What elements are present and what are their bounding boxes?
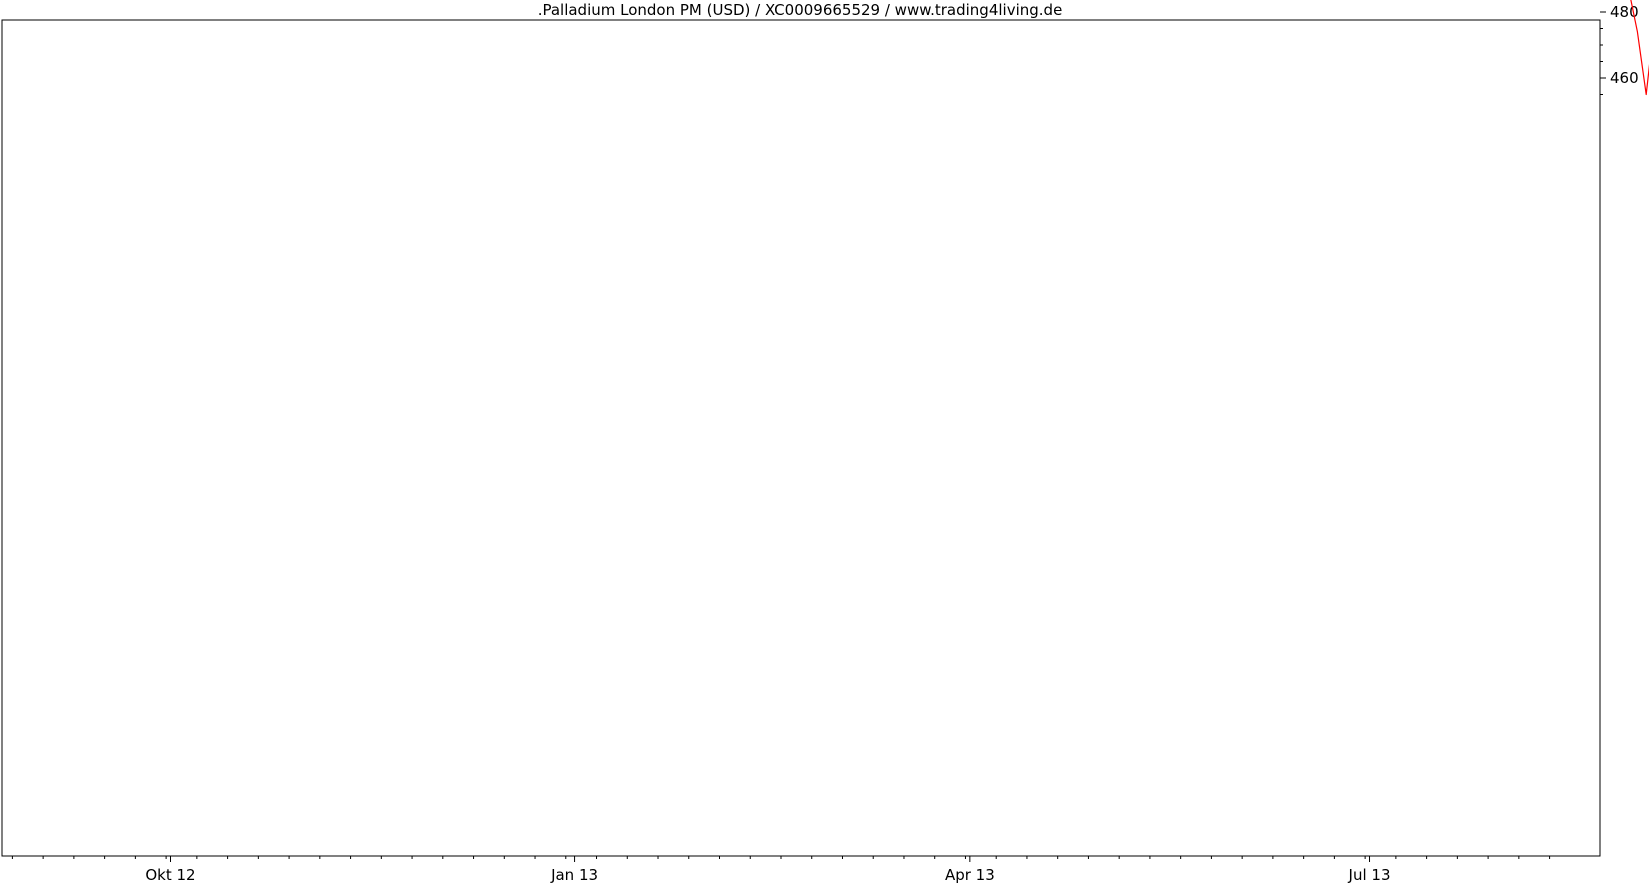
y-tick-label: 480 xyxy=(1610,3,1639,21)
series-line-gold xyxy=(1630,0,1649,96)
y-tick-label: 460 xyxy=(1610,69,1639,87)
x-tick-label: Jan 13 xyxy=(550,866,598,884)
x-tick-label: Okt 12 xyxy=(145,866,195,884)
x-tick-label: Jul 13 xyxy=(1348,866,1391,884)
chart-title: .Palladium London PM (USD) / XC000966552… xyxy=(537,1,1063,19)
plot-frame xyxy=(1,19,1601,857)
x-tick-label: Apr 13 xyxy=(945,866,995,884)
